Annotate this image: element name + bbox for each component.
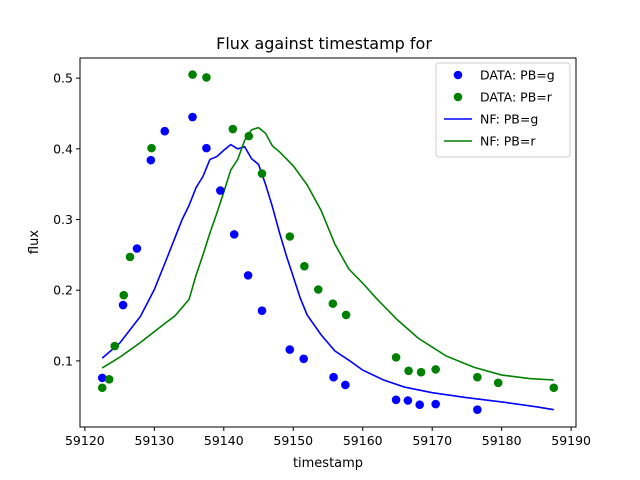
data-point (473, 405, 482, 414)
legend-box (435, 62, 571, 158)
data-point (216, 186, 225, 195)
data-point (97, 373, 107, 383)
data-point (202, 73, 211, 82)
data-point (119, 290, 129, 300)
data-point (300, 261, 309, 271)
y-tick-label: 0.2 (53, 283, 73, 298)
data-point (110, 341, 120, 351)
x-tick-label: 59120 (65, 433, 105, 448)
series-line-3 (101, 126, 554, 381)
data-point (244, 131, 254, 141)
legend-entry: NF: PB=g (444, 112, 538, 127)
legend-entry: DATA: PB=r (453, 90, 553, 105)
x-tick-label: 59130 (134, 433, 174, 448)
x-axis-label: timestamp (293, 456, 363, 471)
y-tick-label: 0.4 (53, 141, 73, 156)
legend-label: NF: PB=g (480, 112, 538, 127)
data-point (147, 143, 156, 153)
data-point (118, 300, 128, 310)
data-point (188, 70, 197, 79)
data-point (104, 374, 114, 384)
y-axis-label: flux (27, 230, 42, 254)
data-point (391, 395, 401, 405)
data-point (125, 252, 135, 262)
x-tick-label: 59160 (343, 433, 383, 448)
data-point (160, 126, 170, 136)
y-tick-label: 0.5 (53, 71, 73, 86)
legend-marker-swatch (453, 92, 463, 102)
x-tick-label: 59180 (482, 433, 522, 448)
data-point (243, 271, 253, 280)
data-point (404, 366, 413, 376)
data-point (341, 380, 350, 390)
data-point (473, 372, 482, 382)
data-point (431, 399, 440, 409)
data-point (257, 169, 267, 178)
data-point (329, 372, 338, 382)
data-point (97, 383, 107, 393)
data-point (285, 345, 295, 354)
legend-label: DATA: PB=g (480, 68, 555, 83)
y-tick-label: 0.1 (53, 353, 73, 368)
data-point (132, 244, 142, 253)
data-point (229, 230, 239, 239)
x-tick-label: 59190 (551, 433, 591, 448)
plot-area (79, 57, 577, 428)
legend-entry: DATA: PB=g (453, 68, 555, 83)
series-points-0 (97, 112, 482, 414)
legend-label: NF: PB=r (480, 134, 536, 149)
legend-entry: NF: PB=r (444, 134, 536, 149)
chart-title: Flux against timestamp for (216, 34, 432, 53)
y-tick-label: 0.3 (53, 212, 73, 227)
x-tick-label: 59170 (412, 433, 452, 448)
data-point (403, 396, 413, 405)
series-points-1 (97, 70, 559, 393)
data-point (416, 367, 426, 377)
data-point (493, 378, 503, 388)
data-point (299, 354, 308, 364)
data-point (431, 365, 440, 374)
data-point (228, 124, 238, 134)
legend-label: DATA: PB=r (480, 90, 553, 105)
data-point (313, 285, 323, 294)
data-point (285, 232, 295, 241)
x-tick-label: 59140 (204, 433, 244, 448)
data-point (415, 400, 424, 410)
data-point (391, 353, 401, 362)
legend: DATA: PB=g DATA: PB=r NF: PB=g NF: PB=r (435, 62, 571, 158)
data-point (146, 155, 156, 165)
data-point (328, 299, 338, 308)
data-point (257, 306, 267, 316)
data-point (341, 310, 351, 320)
data-point (202, 143, 211, 153)
legend-marker-swatch (453, 70, 463, 80)
x-axis: 59120 59130 59140 59150 59160 59170 59180 59190 (65, 427, 591, 448)
data-point (549, 383, 559, 393)
x-tick-label: 59150 (273, 433, 313, 448)
data-point (188, 112, 197, 122)
y-axis: 0.1 0.2 0.3 0.4 0.5 (53, 71, 80, 368)
plot-frame (79, 57, 577, 428)
